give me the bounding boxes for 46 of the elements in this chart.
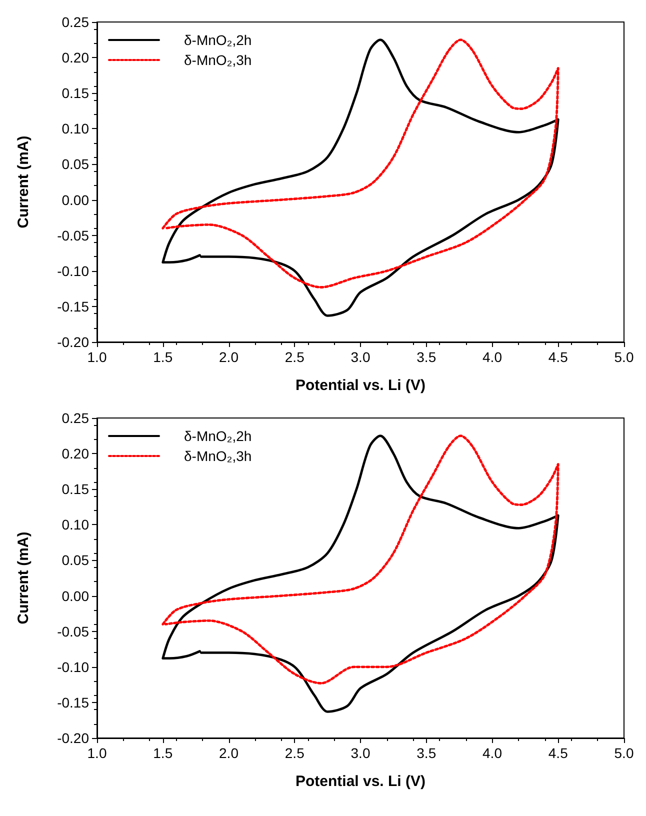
x-tick-label: 3.5 bbox=[416, 745, 436, 761]
x-tick-label: 4.0 bbox=[482, 349, 502, 365]
x-tick-label: 3.0 bbox=[350, 349, 370, 365]
y-tick-label: 0.10 bbox=[62, 120, 90, 137]
y-tick-label: 0.00 bbox=[62, 588, 90, 604]
x-tick-label: 1.5 bbox=[153, 745, 173, 761]
x-tick-label: 1.0 bbox=[87, 745, 107, 761]
x-tick-label: 4.0 bbox=[482, 745, 502, 761]
x-tick-label: 2.5 bbox=[284, 349, 305, 365]
y-tick-label: 0.20 bbox=[62, 446, 90, 462]
y-tick-label: 0.25 bbox=[62, 410, 90, 426]
legend-label: δ-MnO₂,2h bbox=[184, 32, 252, 48]
x-axis-title: Potential vs. Li (V) bbox=[295, 773, 426, 790]
y-tick-label: -0.20 bbox=[57, 334, 90, 350]
x-tick-label: 3.0 bbox=[350, 745, 370, 761]
y-tick-label: -0.20 bbox=[57, 730, 90, 746]
x-tick-label: 5.0 bbox=[614, 745, 634, 761]
x-tick-label: 2.0 bbox=[219, 349, 239, 365]
x-tick-label: 5.0 bbox=[614, 349, 634, 365]
y-axis-title: Current (mA) bbox=[15, 136, 32, 228]
x-tick-label: 2.0 bbox=[219, 745, 239, 761]
x-tick-label: 3.5 bbox=[416, 349, 436, 365]
x-tick-label: 2.5 bbox=[284, 745, 305, 761]
x-tick-label: 1.0 bbox=[87, 349, 107, 365]
y-tick-label: 0.15 bbox=[62, 85, 90, 102]
y-tick-label: 0.15 bbox=[62, 481, 90, 498]
y-tick-label: 0.00 bbox=[62, 192, 90, 208]
y-tick-label: -0.15 bbox=[57, 694, 90, 710]
y-tick-label: -0.05 bbox=[57, 227, 90, 244]
x-tick-label: 1.5 bbox=[153, 349, 173, 365]
y-tick-label: -0.10 bbox=[57, 658, 90, 675]
legend-label: δ-MnO₂,2h bbox=[184, 428, 252, 444]
y-tick-label: 0.05 bbox=[62, 552, 90, 568]
x-axis-title: Potential vs. Li (V) bbox=[295, 377, 426, 394]
legend-label: δ-MnO₂,3h bbox=[184, 52, 252, 68]
y-tick-label: -0.05 bbox=[57, 623, 90, 640]
legend-label: δ-MnO₂,3h bbox=[184, 448, 252, 464]
y-tick-label: 0.10 bbox=[62, 516, 90, 533]
y-tick-label: 0.20 bbox=[62, 50, 90, 66]
y-tick-label: -0.10 bbox=[57, 262, 90, 279]
y-tick-label: 0.05 bbox=[62, 156, 90, 172]
x-tick-label: 4.5 bbox=[548, 349, 568, 365]
y-tick-label: 0.25 bbox=[62, 14, 90, 30]
y-tick-label: -0.15 bbox=[57, 298, 90, 314]
y-axis-title: Current (mA) bbox=[15, 532, 32, 624]
x-tick-label: 4.5 bbox=[548, 745, 568, 761]
